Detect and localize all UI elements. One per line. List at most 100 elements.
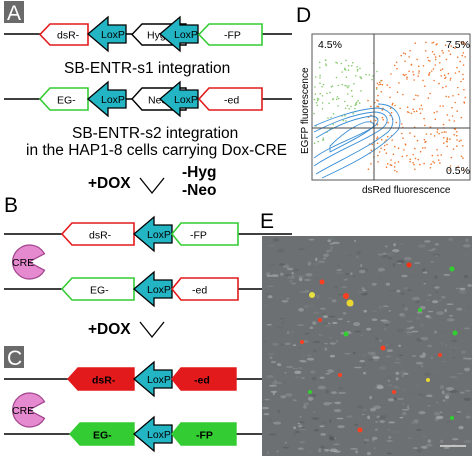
step-dox-recombination: +DOX bbox=[88, 321, 165, 339]
cell-outline bbox=[364, 268, 369, 272]
event-dot bbox=[385, 166, 388, 168]
event-dot bbox=[332, 123, 335, 126]
cell-outline bbox=[415, 317, 422, 320]
event-dot bbox=[451, 106, 453, 109]
event-dot bbox=[319, 82, 321, 84]
step-dox-selection: +DOX -Hyg -Neo bbox=[88, 164, 216, 199]
cell-outline bbox=[378, 366, 387, 370]
event-dot bbox=[462, 64, 465, 66]
event-dot bbox=[393, 166, 396, 168]
cell-outline bbox=[328, 322, 331, 324]
event-dot bbox=[375, 88, 378, 90]
event-dot bbox=[379, 83, 382, 86]
fluorescent-cell bbox=[449, 266, 455, 272]
cell-outline bbox=[313, 429, 320, 432]
cell-outline bbox=[362, 364, 365, 366]
event-dot bbox=[377, 161, 379, 163]
cell-outline bbox=[386, 252, 394, 256]
cell-outline bbox=[322, 321, 328, 326]
dsr-fragment-label: dsR- bbox=[89, 230, 112, 242]
cell-outline bbox=[328, 315, 336, 318]
event-dot bbox=[445, 58, 448, 61]
event-dot bbox=[319, 77, 321, 79]
event-dot bbox=[454, 72, 457, 74]
cell-outline bbox=[286, 365, 294, 369]
cell-outline bbox=[399, 289, 403, 293]
cell-outline bbox=[360, 334, 363, 337]
cell-outline bbox=[379, 339, 382, 342]
cell-outline bbox=[400, 314, 406, 318]
cell-outline bbox=[397, 398, 404, 400]
cell-outline bbox=[411, 330, 419, 333]
event-dot bbox=[434, 118, 437, 121]
cell-outline bbox=[465, 238, 469, 243]
event-dot bbox=[442, 86, 444, 89]
cell-outline bbox=[300, 317, 307, 321]
event-dot bbox=[326, 92, 328, 95]
cell-outline bbox=[408, 390, 415, 394]
event-dot bbox=[376, 136, 379, 138]
cell-outline bbox=[263, 412, 270, 416]
cell-outline bbox=[342, 312, 347, 315]
cell-outline bbox=[280, 395, 287, 399]
loxp-label: LoxP bbox=[101, 29, 125, 41]
cell-outline bbox=[373, 405, 381, 410]
cell-outline bbox=[328, 402, 334, 404]
event-dot bbox=[463, 169, 465, 171]
cell-outline bbox=[281, 336, 284, 338]
event-dot bbox=[427, 56, 429, 59]
event-dot bbox=[413, 79, 415, 81]
cell-outline bbox=[345, 278, 349, 280]
event-dot bbox=[408, 56, 410, 58]
cell-outline bbox=[323, 402, 331, 406]
cell-outline bbox=[324, 449, 330, 452]
fluorescent-cell bbox=[426, 378, 430, 382]
event-dot bbox=[344, 107, 347, 110]
cell-outline bbox=[297, 422, 301, 425]
cell-outline bbox=[292, 344, 297, 347]
cell-outline bbox=[443, 447, 450, 449]
cell-outline bbox=[389, 290, 397, 292]
event-dot bbox=[346, 85, 348, 87]
cell-outline bbox=[422, 446, 428, 449]
event-dot bbox=[409, 132, 411, 134]
event-dot bbox=[357, 100, 359, 102]
cell-outline bbox=[415, 338, 422, 342]
fp-fragment bbox=[197, 23, 263, 46]
cell-outline bbox=[395, 371, 400, 375]
eg-fragment-label: EG- bbox=[90, 285, 109, 297]
event-dot bbox=[460, 41, 462, 43]
cell-outline bbox=[338, 351, 343, 354]
panel-b: B dsR- LoxP -FP CRE EG- LoxP -ed bbox=[4, 194, 292, 308]
event-dot bbox=[417, 158, 420, 161]
cell-outline bbox=[268, 278, 276, 281]
dsr-fragment bbox=[38, 23, 89, 46]
event-dot bbox=[445, 76, 447, 79]
loxp-label: LoxP bbox=[147, 229, 171, 241]
cell-outline bbox=[396, 289, 401, 293]
event-dot bbox=[344, 100, 346, 103]
cell-outline bbox=[306, 372, 311, 377]
cell-outline bbox=[312, 410, 316, 413]
panel-d: D 4.5% 7.5% 0.5% EGFP fluorescence dsRed… bbox=[296, 4, 471, 196]
event-dot bbox=[351, 95, 354, 98]
cell-outline bbox=[328, 237, 336, 241]
cell-outline bbox=[422, 268, 426, 272]
cell-outline bbox=[446, 318, 455, 322]
cell-outline bbox=[267, 295, 273, 299]
panel-c-letter: C bbox=[7, 347, 22, 370]
event-dot bbox=[316, 97, 319, 100]
event-dot bbox=[438, 132, 440, 135]
cell-outline bbox=[428, 294, 432, 297]
cell-outline bbox=[407, 437, 413, 439]
cell-outline bbox=[464, 254, 469, 257]
event-dot bbox=[412, 153, 414, 156]
dsr-fragment-label: dsR- bbox=[92, 375, 116, 387]
cre-recombinase: CRE bbox=[12, 392, 46, 428]
event-dot bbox=[321, 102, 324, 104]
cell-outline bbox=[298, 424, 303, 428]
cell-outline bbox=[352, 275, 356, 277]
event-dot bbox=[345, 120, 347, 122]
event-dot bbox=[450, 156, 453, 159]
event-dot bbox=[413, 135, 416, 138]
